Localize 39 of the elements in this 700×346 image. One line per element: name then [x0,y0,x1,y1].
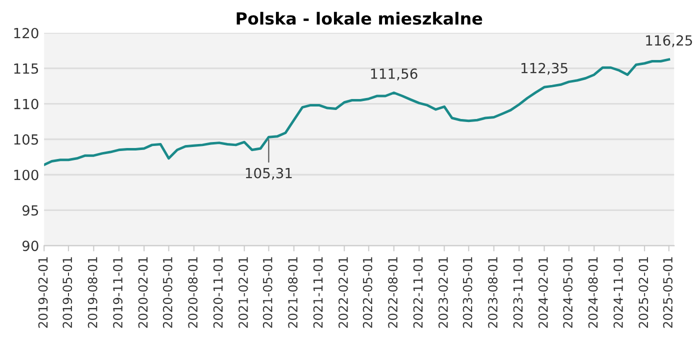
x-tick-label: 2023-08-01 [488,257,498,328]
x-tick-label: 2020-11-01 [213,257,223,328]
annotation: 105,31 [246,168,292,180]
chart-title: Polska - lokale mieszkalne [236,12,482,25]
x-tick-label: 2020-08-01 [188,257,198,328]
x-tick-label: 2025-05-01 [663,257,673,328]
x-tick-label: 2024-08-01 [588,257,598,328]
x-tick-label: 2019-02-01 [38,257,48,328]
annotation: 116,25 [646,35,692,48]
y-tick-label: 105 [14,134,38,145]
x-tick-label: 2022-08-01 [388,257,398,328]
x-tick-label: 2024-02-01 [538,257,548,328]
y-tick-label: 95 [22,205,38,216]
x-tick-label: 2024-05-01 [563,257,573,328]
x-tick-label: 2021-05-01 [262,257,272,328]
annotation: 112,35 [521,62,568,75]
line-series [44,58,670,166]
x-tick-label: 2023-05-01 [462,257,472,328]
y-tick-label: 120 [14,28,38,38]
x-tick-label: 2019-11-01 [113,257,123,328]
x-tick-label: 2023-11-01 [513,257,523,328]
x-tick-label: 2021-11-01 [313,257,323,328]
x-tick-label: 2022-02-01 [338,257,348,328]
x-tick-label: 2022-11-01 [413,257,423,328]
x-tick-label: 2019-08-01 [88,257,98,328]
x-tick-label: 2019-05-01 [62,257,72,328]
x-tick-label: 2021-08-01 [288,257,298,328]
annotation: 111,56 [371,68,418,80]
x-tick-label: 2020-05-01 [162,257,172,328]
y-tick-label: 90 [22,240,38,252]
x-tick-label: 2025-02-01 [638,257,648,328]
x-tick-label: 2023-02-01 [438,257,448,328]
x-tick-label: 2020-02-01 [138,257,148,328]
y-tick-label: 100 [14,170,38,180]
x-tick-label: 2021-02-01 [238,257,248,328]
y-tick-label: 110 [14,98,38,110]
y-tick-label: 115 [14,63,38,74]
x-tick-label: 2022-05-01 [362,257,372,328]
x-tick-label: 2024-11-01 [613,257,623,328]
